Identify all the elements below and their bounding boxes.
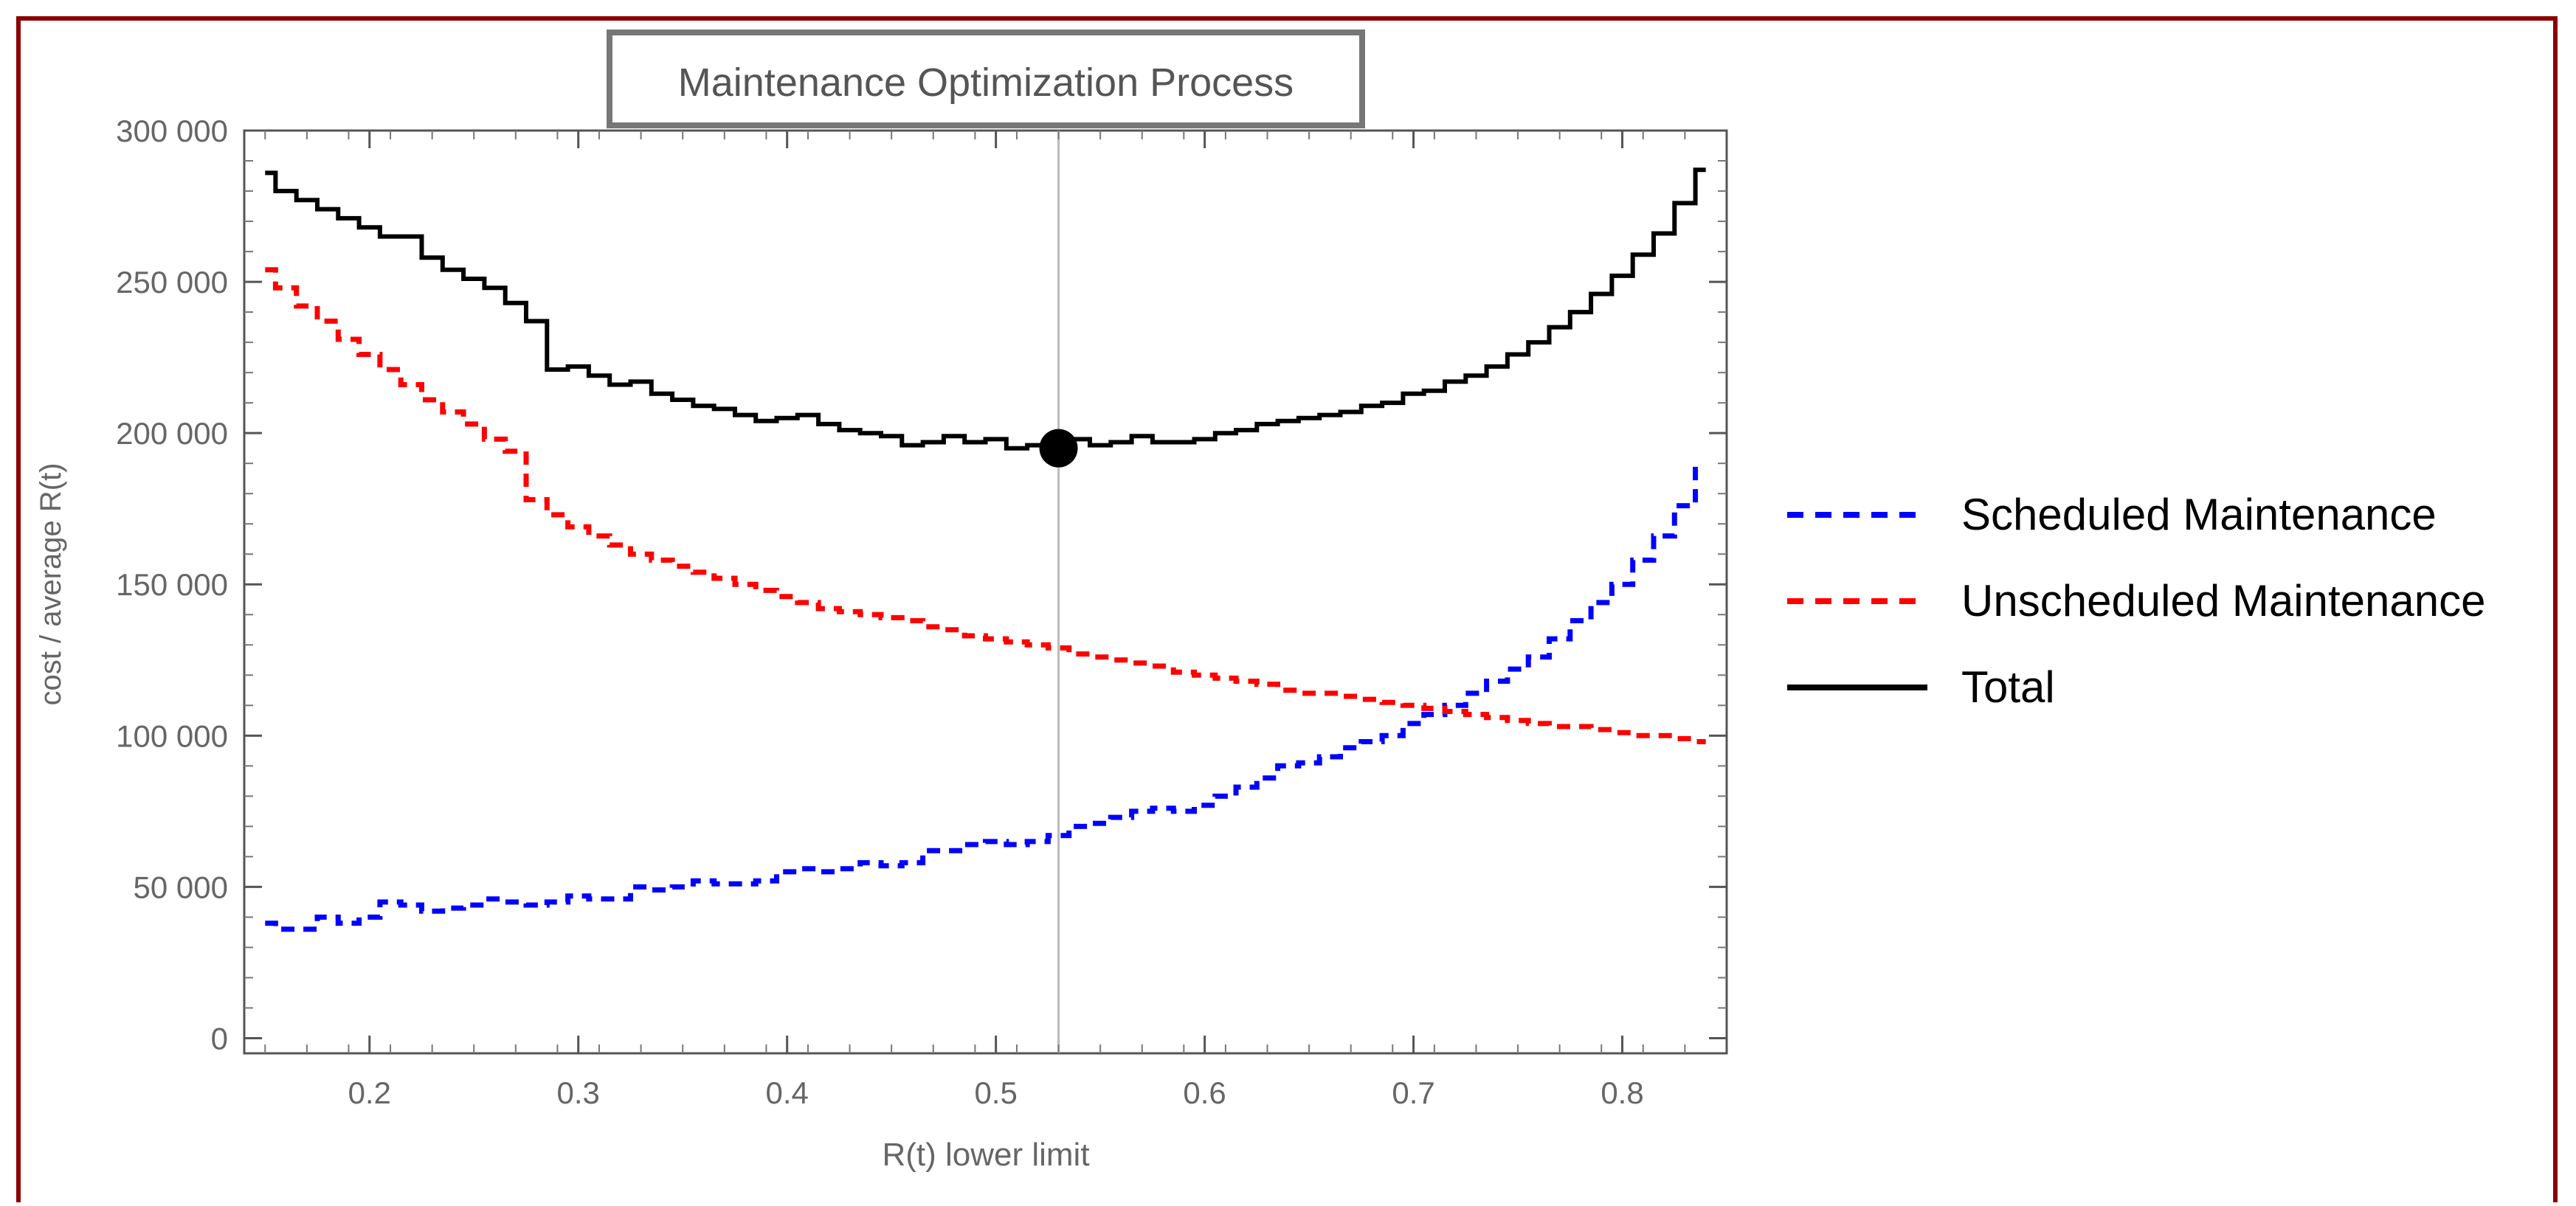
series-scheduled-maintenance <box>265 466 1706 932</box>
x-tick-label: 0.2 <box>348 1075 391 1110</box>
legend: Scheduled Maintenance Unscheduled Mainte… <box>1787 490 2485 712</box>
y-tick-label: 150 000 <box>116 567 228 602</box>
chart-title: Maintenance Optimization Process <box>678 60 1294 105</box>
series-layer <box>265 167 1706 932</box>
legend-item-total: Total <box>1787 662 2055 712</box>
plot-frame <box>243 129 1728 1055</box>
y-axis-label: cost / average R(t) <box>35 462 67 705</box>
legend-label-total: Total <box>1961 662 2055 712</box>
y-tick-label: 100 000 <box>116 718 228 753</box>
legend-item-unscheduled: Unscheduled Maintenance <box>1787 576 2485 625</box>
x-tick-label: 0.6 <box>1183 1075 1226 1110</box>
y-tick-label: 50 000 <box>134 870 228 904</box>
x-tick-label: 0.5 <box>974 1075 1017 1110</box>
series-unscheduled-maintenance <box>265 267 1706 744</box>
x-tick-label: 0.4 <box>765 1075 808 1110</box>
legend-item-scheduled: Scheduled Maintenance <box>1787 490 2437 539</box>
y-tick-label: 200 000 <box>116 416 228 451</box>
y-tick-label: 0 <box>211 1021 228 1056</box>
x-axis-label: R(t) lower limit <box>882 1137 1089 1173</box>
optimum-point <box>1039 429 1078 468</box>
x-tick-label: 0.7 <box>1392 1075 1434 1110</box>
y-tick-label: 250 000 <box>116 265 228 299</box>
x-tick-label: 0.3 <box>557 1075 600 1110</box>
legend-label-unscheduled: Unscheduled Maintenance <box>1961 576 2485 625</box>
title-frame <box>607 30 1365 128</box>
y-tick-label: 300 000 <box>116 114 228 148</box>
x-tick-label: 0.8 <box>1600 1075 1643 1110</box>
axis-layer: 0.2 0.3 0.4 0.5 0.6 0.7 0.8 0 50 000 100 000 150 0… <box>116 114 1727 1110</box>
chart-title-box: Maintenance Optimization Process <box>607 30 1365 128</box>
figure-frame <box>16 16 2558 1202</box>
legend-label-scheduled: Scheduled Maintenance <box>1961 490 2437 539</box>
series-total <box>265 167 1706 451</box>
